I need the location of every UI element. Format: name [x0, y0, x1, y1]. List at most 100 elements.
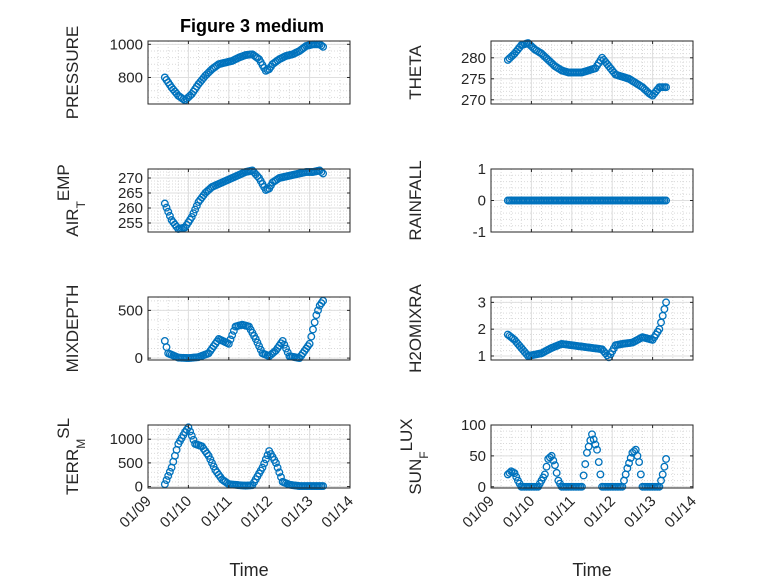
y-axis-label: H2OMIXRA: [406, 283, 425, 372]
data-point: [547, 451, 556, 460]
data-series: [503, 39, 671, 100]
data-point: [542, 462, 551, 471]
data-point: [162, 476, 171, 485]
x-tick-label: 01/09: [459, 493, 498, 532]
y-tick-label: 1000: [110, 431, 143, 448]
data-point: [309, 325, 317, 334]
data-point: [591, 440, 600, 449]
panel-theta: 270 275 280 THETA: [406, 39, 694, 109]
data-series: [160, 423, 328, 491]
data-point: [625, 459, 633, 468]
x-tick-label: 01/12: [580, 493, 619, 532]
data-point: [187, 431, 196, 440]
data-point: [282, 344, 290, 353]
y-tick-label: 0: [478, 479, 486, 496]
data-point: [579, 471, 588, 480]
y-axis-label: SUNFLUX: [397, 418, 432, 494]
data-point: [317, 41, 326, 50]
data-series: [160, 296, 328, 363]
data-point: [189, 209, 198, 218]
x-tick-label: 01/12: [237, 493, 276, 532]
data-point: [596, 470, 605, 479]
data-point: [505, 468, 514, 477]
data-point: [310, 318, 319, 327]
data-point: [275, 468, 284, 477]
data-point: [258, 463, 267, 472]
data-series: [503, 196, 671, 205]
data-point: [160, 199, 169, 208]
panel-sun-flux: 0 50 100 01/09 01/10 01/11 01/12 01/13 01/14 SUNF…: [397, 417, 700, 580]
data-point: [319, 169, 328, 178]
data-point: [305, 339, 314, 348]
y-tick-label: 500: [118, 302, 143, 319]
data-point: [307, 332, 316, 341]
data-point: [226, 335, 235, 344]
data-point: [549, 456, 558, 465]
axes-box: [490, 296, 694, 361]
y-tick-label: 3: [478, 294, 486, 311]
x-axis-label: Time: [229, 560, 268, 580]
y-tick-label: 275: [461, 71, 486, 88]
y-tick-label: 0: [135, 479, 143, 496]
data-point: [179, 95, 188, 104]
x-tick-label: 01/11: [541, 493, 579, 531]
data-point: [589, 435, 598, 444]
axes-box: [490, 424, 694, 489]
axes-box: [147, 296, 351, 361]
y-tick-label: 270: [461, 92, 486, 109]
y-tick-label: 0: [135, 350, 143, 367]
data-point: [319, 296, 328, 305]
data-point: [658, 470, 667, 479]
data-point: [551, 461, 559, 470]
data-point: [577, 482, 586, 491]
data-point: [192, 201, 201, 210]
data-point: [162, 203, 171, 212]
y-tick-label: 0: [478, 193, 486, 210]
y-axis-label: RAINFALL: [406, 160, 425, 240]
y-tick-label: 1000: [110, 36, 143, 53]
data-point: [280, 340, 289, 349]
y-tick-label: 1: [478, 348, 486, 365]
y-tick-label: 280: [461, 50, 486, 67]
y-axis-label: TERRMSL: [54, 418, 89, 495]
data-series: [160, 40, 328, 105]
data-point: [512, 472, 521, 481]
data-point: [623, 464, 632, 473]
data-point: [593, 445, 601, 454]
data-point: [165, 211, 174, 220]
x-tick-label: 01/13: [278, 493, 317, 532]
y-tick-label: 260: [118, 200, 143, 217]
panel-pressure: 800 1000 PRESSURE: [63, 26, 351, 119]
data-point: [164, 207, 173, 216]
panel-rainfall: -1 0 1 RAINFALL: [406, 160, 694, 241]
x-tick-label: 01/14: [661, 493, 700, 532]
data-point: [540, 470, 549, 479]
data-point: [594, 458, 603, 467]
y-axis-label: AIRTEMP: [54, 164, 89, 237]
data-point: [660, 462, 669, 471]
y-tick-label: 800: [118, 69, 143, 86]
data-point: [277, 473, 285, 482]
data-point: [261, 455, 270, 464]
x-axis-label: Time: [572, 560, 611, 580]
y-axis-label: THETA: [406, 45, 425, 100]
y-tick-label: 50: [469, 448, 486, 465]
data-point: [636, 470, 645, 479]
data-point: [187, 213, 196, 221]
data-point: [319, 42, 328, 51]
y-axis-label: MIXDEPTH: [63, 285, 82, 373]
data-point: [312, 311, 321, 320]
y-tick-label: -1: [473, 224, 486, 241]
data-point: [635, 458, 644, 467]
data-point: [191, 205, 200, 214]
x-tick-label: 01/09: [116, 493, 155, 532]
data-point: [260, 459, 269, 468]
data-point: [626, 453, 635, 462]
data-point: [662, 196, 671, 205]
data-point: [278, 336, 287, 345]
data-point: [263, 451, 272, 460]
data-point: [552, 468, 561, 477]
x-tick-label: 01/13: [621, 493, 660, 532]
data-point: [662, 83, 671, 92]
y-tick-label: 500: [118, 455, 143, 472]
